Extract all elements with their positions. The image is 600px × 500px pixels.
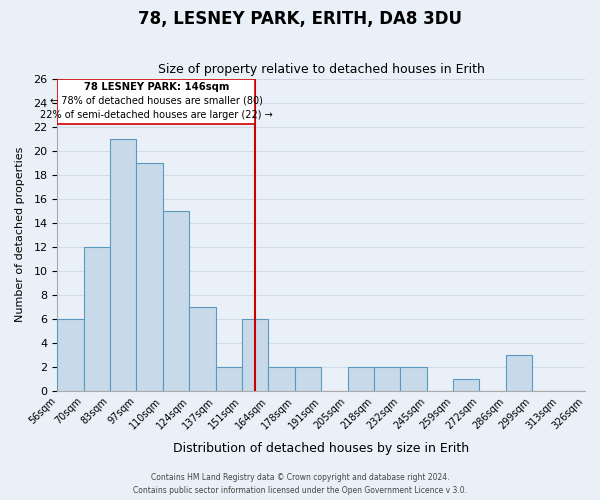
Bar bbox=[453, 379, 479, 391]
FancyBboxPatch shape bbox=[58, 78, 255, 124]
Text: ← 78% of detached houses are smaller (80): ← 78% of detached houses are smaller (80… bbox=[50, 96, 263, 106]
Bar bbox=[506, 355, 532, 391]
Bar bbox=[374, 367, 400, 391]
Bar bbox=[295, 367, 321, 391]
Bar bbox=[242, 319, 268, 391]
Bar bbox=[58, 319, 83, 391]
Y-axis label: Number of detached properties: Number of detached properties bbox=[15, 147, 25, 322]
Bar bbox=[136, 162, 163, 391]
Title: Size of property relative to detached houses in Erith: Size of property relative to detached ho… bbox=[158, 63, 485, 76]
Bar bbox=[163, 211, 189, 391]
Bar bbox=[110, 138, 136, 391]
Text: 78 LESNEY PARK: 146sqm: 78 LESNEY PARK: 146sqm bbox=[83, 82, 229, 92]
Bar bbox=[83, 247, 110, 391]
X-axis label: Distribution of detached houses by size in Erith: Distribution of detached houses by size … bbox=[173, 442, 469, 455]
Bar bbox=[215, 367, 242, 391]
Bar bbox=[268, 367, 295, 391]
Bar bbox=[189, 307, 215, 391]
Text: 22% of semi-detached houses are larger (22) →: 22% of semi-detached houses are larger (… bbox=[40, 110, 272, 120]
Bar bbox=[400, 367, 427, 391]
Bar bbox=[347, 367, 374, 391]
Text: Contains HM Land Registry data © Crown copyright and database right 2024.
Contai: Contains HM Land Registry data © Crown c… bbox=[133, 474, 467, 495]
Text: 78, LESNEY PARK, ERITH, DA8 3DU: 78, LESNEY PARK, ERITH, DA8 3DU bbox=[138, 10, 462, 28]
